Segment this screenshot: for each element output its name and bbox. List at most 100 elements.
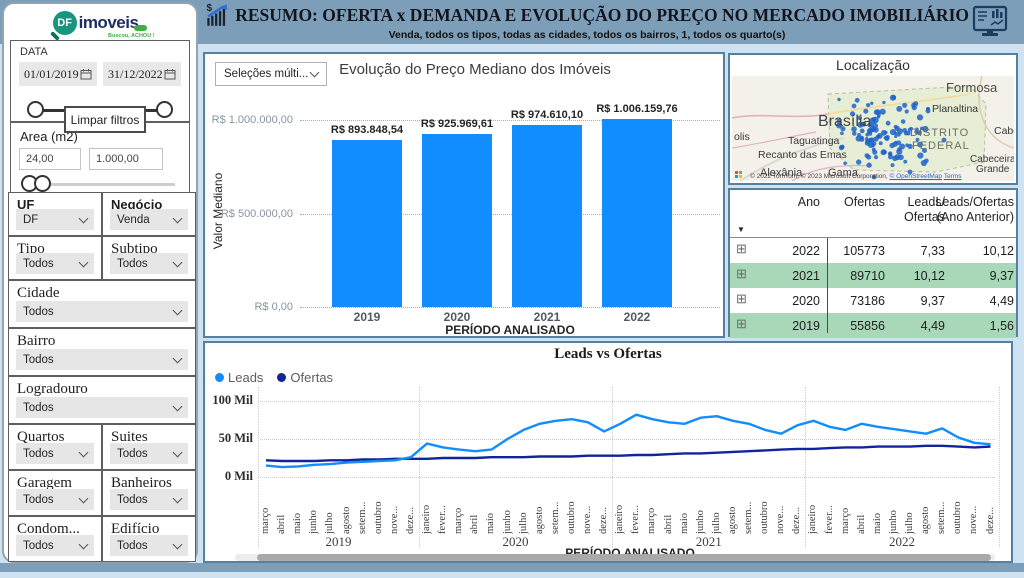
expand-plus-icon[interactable]: ⊞ <box>736 241 747 256</box>
x-axis-year-label: 2021 <box>695 534 722 549</box>
gridline <box>300 213 720 215</box>
chevron-down-icon <box>172 353 183 363</box>
bar-2020[interactable] <box>422 133 492 307</box>
x-axis-month-label: julho <box>517 512 529 534</box>
column-header-leads-ofertas[interactable]: Leads/ Ofertas <box>904 195 945 224</box>
slicer-label: UF <box>17 197 35 212</box>
cell-leads-ofertas: 9,37 <box>920 293 945 308</box>
horizontal-scrollbar[interactable] <box>235 554 995 561</box>
map-title: Localização <box>836 57 910 73</box>
x-axis-category: 2019 <box>353 310 381 324</box>
legend-dot-leads <box>215 373 224 382</box>
slicer-row: Cidade Todos <box>8 280 196 328</box>
slicer-dropdown-logradouro[interactable]: Todos <box>16 397 188 418</box>
listings-cluster <box>836 94 947 180</box>
page-title: RESUMO: OFERTA x DEMANDA E EVOLUÇÃO DO P… <box>235 4 969 25</box>
area-min-input[interactable]: 24,00 <box>19 148 81 170</box>
multi-select-dropdown[interactable]: Seleções múlti... <box>215 62 327 86</box>
chevron-down-icon <box>172 213 183 223</box>
logo-tagline: Buscou, ACHOU ! <box>108 33 155 39</box>
slicer-dropdown-uf[interactable]: DF <box>16 209 94 230</box>
table-row-2021[interactable]: ⊞ 2021 89710 10,12 9,37 <box>730 263 1016 288</box>
slicer-dropdown-suites[interactable]: Todos <box>110 443 188 464</box>
x-axis-year-label: 2022 <box>888 534 915 549</box>
slicer-dropdown-edifcio[interactable]: Todos <box>110 535 188 556</box>
x-axis-month-label: abril <box>469 514 481 534</box>
x-axis-month-label: outubro <box>565 501 577 534</box>
slicer-tipo: Tipo Todos <box>8 236 102 280</box>
column-header-ofertas[interactable]: Ofertas <box>844 195 885 209</box>
series-line-leads[interactable] <box>265 413 991 469</box>
scrollbar-thumb[interactable] <box>257 554 991 561</box>
chevron-down-icon <box>172 401 183 411</box>
area-max-input[interactable]: 1.000,00 <box>89 148 163 170</box>
x-axis-month-label: setem... <box>356 501 368 534</box>
table-row-2022[interactable]: ⊞ 2022 105773 7,33 10,12 <box>730 238 1016 263</box>
slicer-quartos: Quartos Todos <box>8 424 102 470</box>
expand-plus-icon[interactable]: ⊞ <box>736 316 747 331</box>
table-row-2020[interactable]: ⊞ 2020 73186 9,37 4,49 <box>730 288 1016 313</box>
calendar-icon <box>80 69 92 80</box>
chevron-down-icon <box>78 257 89 267</box>
table-row-2019[interactable]: ⊞ 2019 55856 4,49 1,56 <box>730 313 1016 338</box>
dashboard-monitor-icon <box>972 5 1008 36</box>
slicer-dropdown-garagem[interactable]: Todos <box>16 489 94 510</box>
slicer-value: Todos <box>23 401 54 414</box>
bar-2022[interactable] <box>602 118 672 307</box>
date-slider-handle-left[interactable] <box>27 101 44 118</box>
slicer-value: Todos <box>117 257 148 270</box>
column-header-ano[interactable]: Ano <box>797 195 820 209</box>
price-evolution-panel: Seleções múlti... Evolução do Preço Medi… <box>203 52 725 338</box>
bar-value-label: R$ 893.848,54 <box>330 123 404 136</box>
table-body: ⊞ 2022 105773 7,33 10,12 ⊞ 2021 89710 10,12 9,37 ⊞… <box>730 238 1016 338</box>
x-axis-month-label: julho <box>710 512 722 534</box>
date-start-input[interactable]: 01/01/2019 <box>19 62 97 86</box>
series-line-ofertas[interactable] <box>265 444 991 463</box>
slicer-row: Logradouro Todos <box>8 376 196 424</box>
bar-2019[interactable] <box>332 139 402 307</box>
slicer-dropdown-cidade[interactable]: Todos <box>16 301 188 322</box>
bar-2021[interactable] <box>512 124 582 307</box>
x-axis-month-label: fever... <box>823 505 835 534</box>
slicer-dropdown-subtipo[interactable]: Todos <box>110 253 188 274</box>
slicer-dropdown-quartos[interactable]: Todos <box>16 443 94 464</box>
terms-link[interactable]: Terms <box>943 173 962 180</box>
cell-ofertas: 89710 <box>850 268 885 283</box>
date-slider-handle-right[interactable] <box>156 101 173 118</box>
slicer-value: Todos <box>23 447 54 460</box>
cell-leads-ofertas: 7,33 <box>920 243 945 258</box>
date-end-input[interactable]: 31/12/2022 <box>103 62 181 86</box>
legend-item-leads[interactable]: Leads <box>215 370 263 385</box>
slicer-value: DF <box>23 213 39 226</box>
clear-filters-button[interactable]: Limpar filtros <box>64 106 146 133</box>
cell-ano: 2021 <box>792 268 820 283</box>
x-axis-month-label: junho <box>501 510 513 534</box>
cell-ofertas: 55856 <box>850 318 885 333</box>
line-series-svg <box>265 413 991 469</box>
slicer-dropdown-condom[interactable]: Todos <box>16 535 94 556</box>
expand-plus-icon[interactable]: ⊞ <box>736 291 747 306</box>
cell-leads-ofertas-anterior: 4,49 <box>989 293 1014 308</box>
slicer-dropdown-bairro[interactable]: Todos <box>16 349 188 370</box>
x-axis-month-label: nove... <box>968 505 980 534</box>
legend-item-ofertas[interactable]: Ofertas <box>277 370 333 385</box>
expand-plus-icon[interactable]: ⊞ <box>736 266 747 281</box>
table-header: ▼ Ano Ofertas Leads/ Ofertas Leads/Ofertas … <box>730 190 1016 238</box>
x-axis-month-label: maio <box>485 513 497 534</box>
x-axis-month-label: deze... <box>598 506 610 534</box>
slicer-dropdown-negcio[interactable]: Venda <box>110 209 188 230</box>
slicer-value: Todos <box>23 493 54 506</box>
area-slider-handle-right[interactable] <box>34 175 51 192</box>
slicer-dropdown-tipo[interactable]: Todos <box>16 253 94 274</box>
dfimoveis-logo: DF imoveis Buscou, ACHOU ! <box>4 7 196 41</box>
x-axis-month-label: outubro <box>759 501 771 534</box>
chevron-down-icon <box>78 213 89 223</box>
map-canvas[interactable]: Formosa Planaltina Brasília DISTRITO FEDERAL… <box>732 76 1014 181</box>
gridline <box>260 439 995 440</box>
column-header-leads-ofertas-anterior[interactable]: Leads/Ofertas (Ano Anterior) <box>935 195 1014 224</box>
map-label: olis <box>734 131 750 143</box>
filter-dropdown-icon[interactable]: ▼ <box>737 225 745 234</box>
slicer-dropdown-banheiros[interactable]: Todos <box>110 489 188 510</box>
openstreetmap-link[interactable]: © OpenStreetMap <box>889 173 943 180</box>
map-label: Brasília <box>818 113 871 130</box>
